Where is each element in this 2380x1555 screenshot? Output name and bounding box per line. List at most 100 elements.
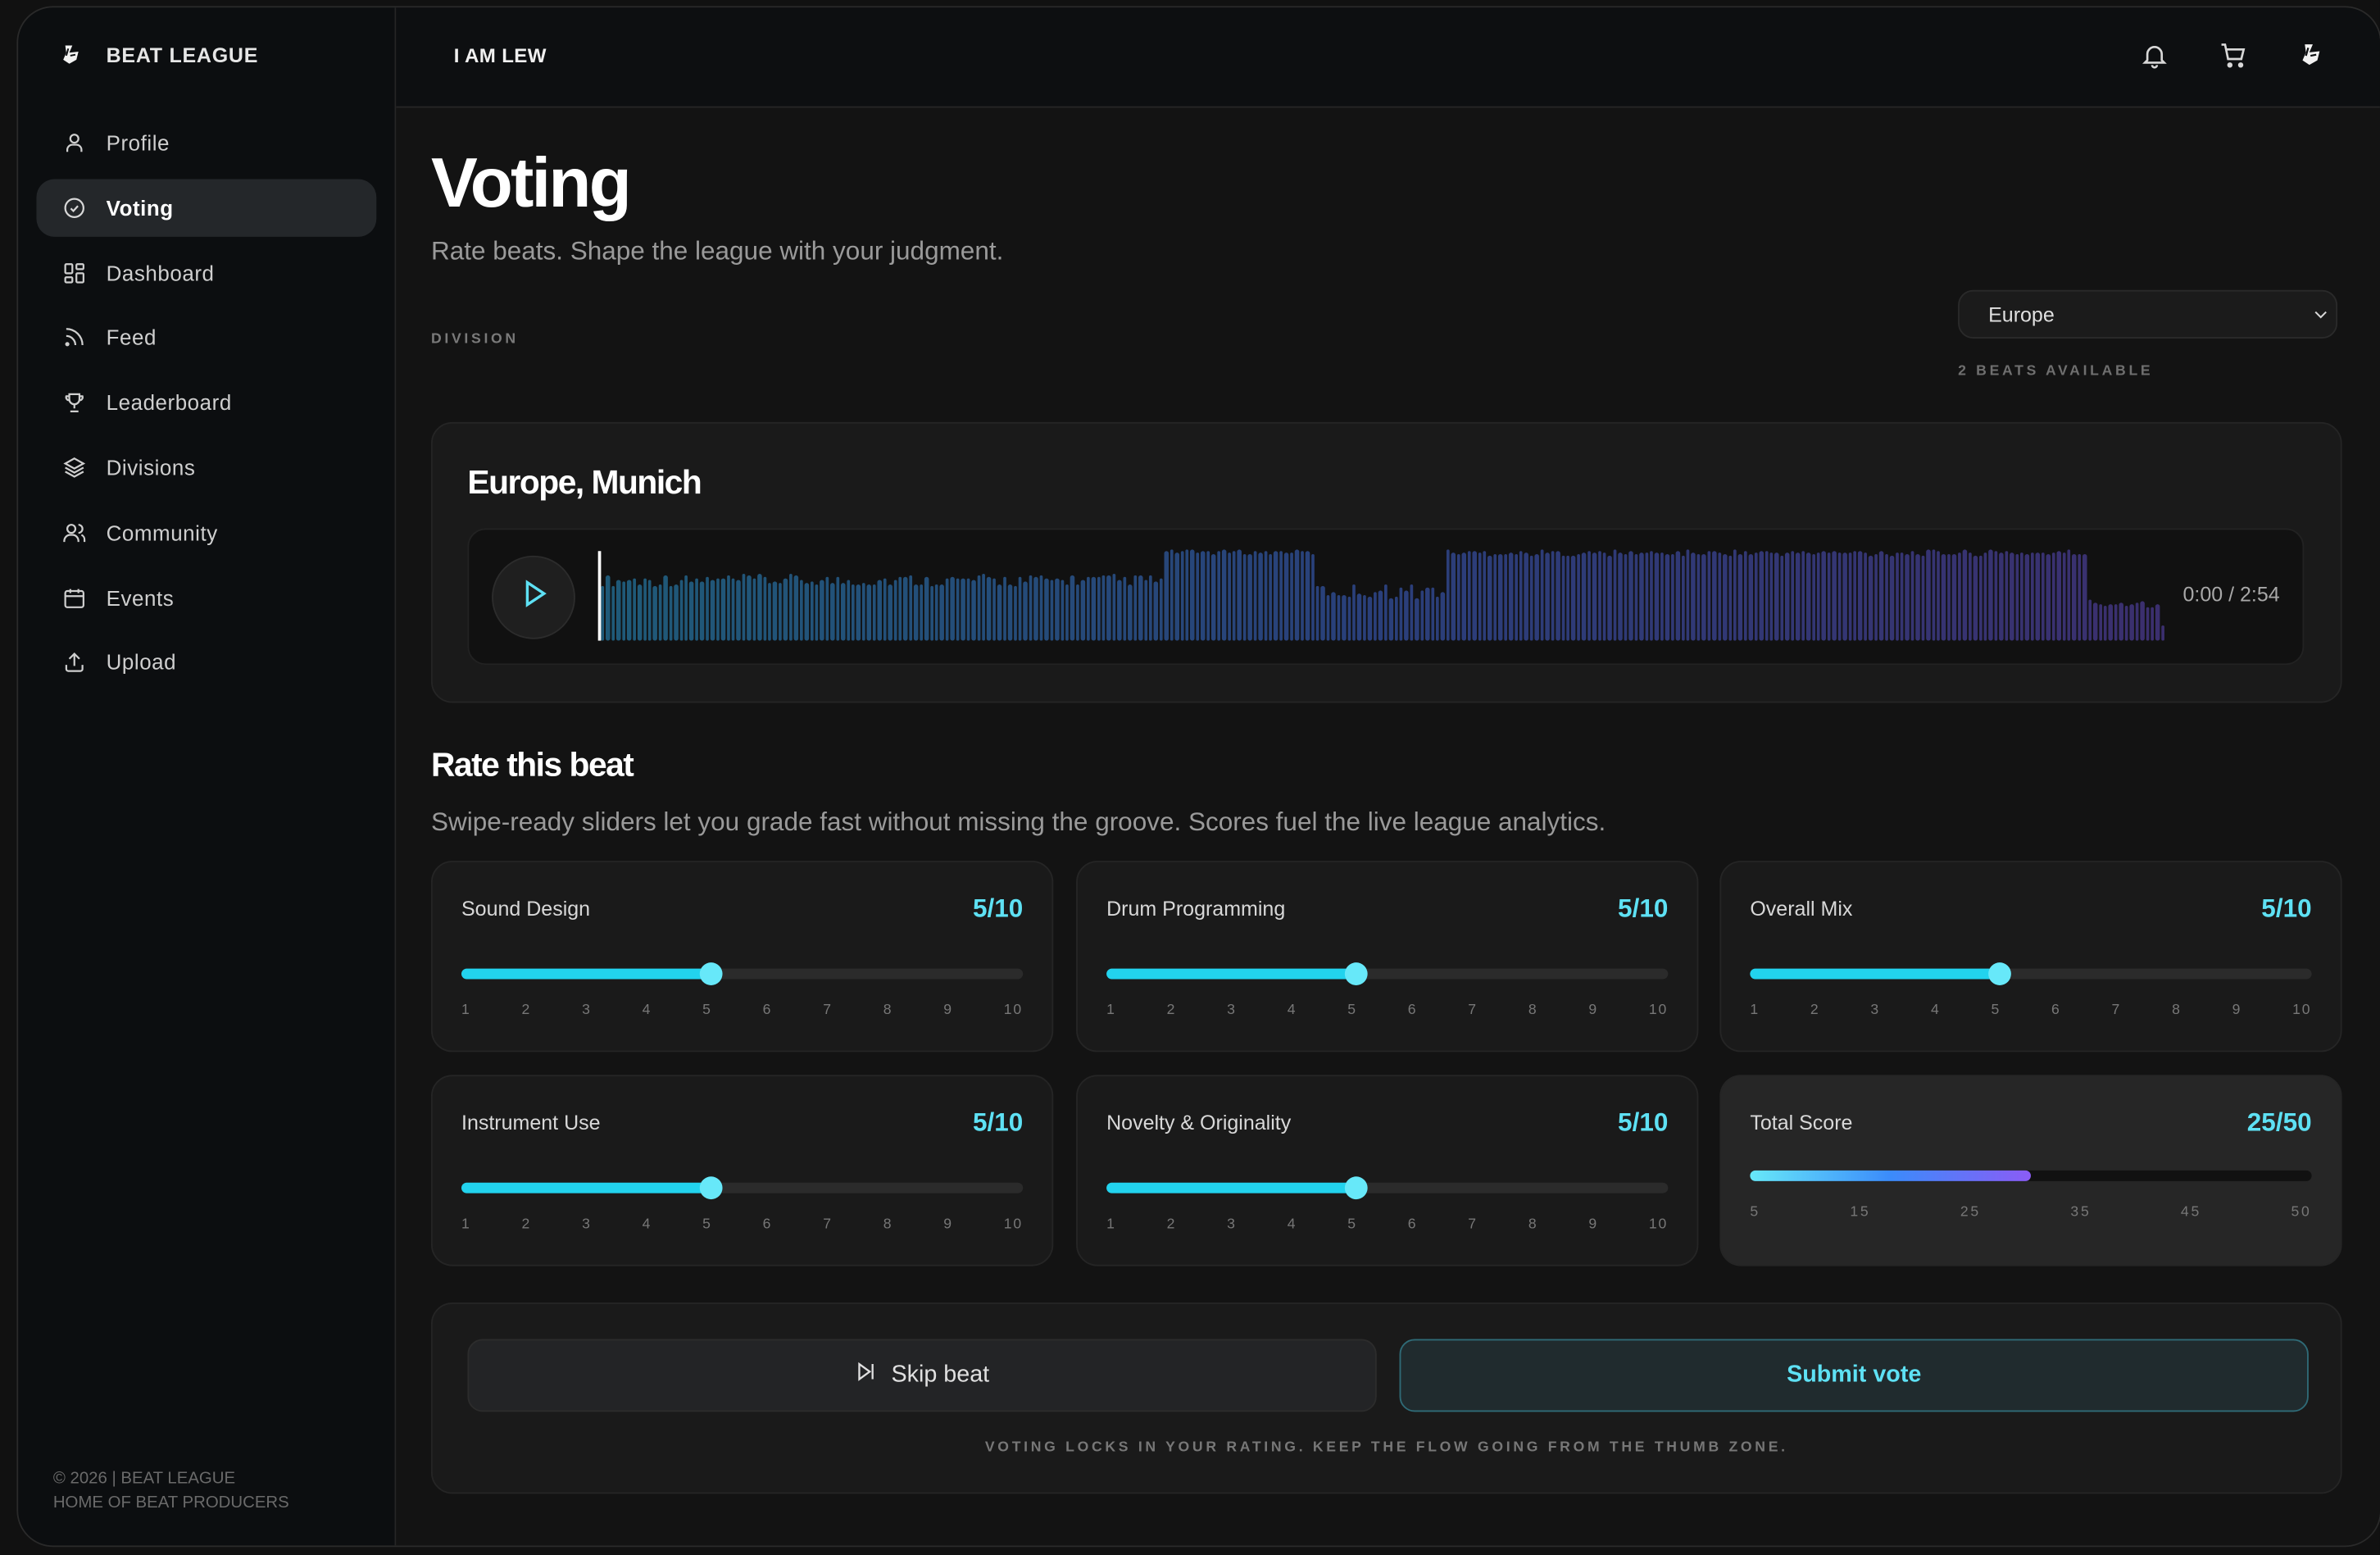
criterion-label: Novelty & Originality: [1106, 1111, 1292, 1134]
sidebar-item-label: Profile: [106, 130, 170, 155]
criterion-score: 5/10: [1618, 893, 1669, 924]
chevron-down-icon: [2312, 305, 2330, 323]
sidebar-item-divisions[interactable]: Divisions: [36, 439, 376, 496]
cart-icon[interactable]: [2216, 38, 2250, 71]
sidebar-item-dashboard[interactable]: Dashboard: [36, 243, 376, 301]
tick-label: 7: [1468, 1216, 1478, 1233]
criterion-card-sound-design: Sound Design 5/10 1 2 3 4 5 6 7 8 9 10: [430, 861, 1054, 1053]
tick-label: 2: [521, 1216, 532, 1233]
criterion-label: Drum Programming: [1106, 897, 1286, 921]
playback-time: 0:00 / 2:54: [2182, 583, 2280, 606]
tick-label: 1: [461, 1216, 471, 1233]
criterion-card-instrument-use: Instrument Use 5/10 1 2 3 4 5 6 7 8 9 10: [430, 1075, 1054, 1266]
tick-label: 3: [582, 1002, 592, 1019]
sidebar-item-upload[interactable]: Upload: [36, 634, 376, 691]
sidebar-item-label: Events: [106, 585, 175, 610]
slider-thumb[interactable]: [1345, 1176, 1369, 1200]
layers-icon: [61, 454, 88, 481]
tick-label: 7: [823, 1002, 833, 1019]
beats-available-count: 2 BEATS AVAILABLE: [1958, 362, 2154, 380]
playhead[interactable]: [597, 551, 602, 641]
slider-thumb[interactable]: [700, 962, 724, 985]
division-select[interactable]: Europe: [1958, 289, 2338, 339]
slider-ticks: 1 2 3 4 5 6 7 8 9 10: [1750, 1002, 2311, 1018]
beat-league-logo-icon[interactable]: [2295, 38, 2328, 71]
sidebar-item-label: Divisions: [106, 455, 196, 480]
play-icon: [517, 577, 551, 618]
tick-label: 8: [1528, 1002, 1538, 1019]
total-score-bar: [1750, 1170, 2312, 1181]
tick-label: 9: [2232, 1002, 2242, 1019]
score-slider[interactable]: [1106, 1176, 1669, 1200]
tick-label: 10: [1648, 1216, 1669, 1233]
vote-actions-card: Skip beat Submit vote VOTING LOCKS IN YO…: [430, 1303, 2342, 1494]
tick-label: 1: [461, 1002, 471, 1019]
tick-label: 4: [1287, 1216, 1297, 1233]
sidebar-nav: Profile Voting Dashboard Feed Leaderboar…: [36, 114, 377, 698]
criterion-card-novelty-originality: Novelty & Originality 5/10 1 2 3 4 5 6 7 8 9 10: [1076, 1075, 1699, 1266]
sidebar-item-events[interactable]: Events: [36, 569, 376, 626]
sidebar-item-label: Dashboard: [106, 260, 215, 285]
submit-vote-label: Submit vote: [1787, 1362, 1922, 1388]
app-window: BEAT LEAGUE Profile Voting Dashboard Fee…: [16, 6, 2380, 1548]
tick-label: 45: [2180, 1203, 2202, 1221]
sidebar-item-voting[interactable]: Voting: [36, 179, 377, 237]
criterion-score: 5/10: [972, 1107, 1024, 1138]
tick-label: 8: [883, 1002, 893, 1019]
slider-ticks: 1 2 3 4 5 6 7 8 9 10: [1106, 1002, 1668, 1018]
beat-title: Europe, Munich: [467, 462, 702, 502]
page-title: Voting: [430, 143, 632, 222]
tick-label: 9: [1588, 1216, 1599, 1233]
brand[interactable]: BEAT LEAGUE: [57, 41, 258, 68]
voting-note: VOTING LOCKS IN YOUR RATING. KEEP THE FL…: [984, 1439, 1788, 1457]
play-button[interactable]: [492, 555, 575, 639]
criterion-card-overall-mix: Overall Mix 5/10 1 2 3 4 5 6 7 8 9 10: [1719, 861, 2342, 1053]
tagline-text: HOME OF BEAT PRODUCERS: [52, 1494, 289, 1512]
rate-section-title: Rate this beat: [430, 745, 634, 784]
tick-label: 1: [1750, 1002, 1760, 1019]
calendar-icon: [61, 584, 88, 611]
tick-label: 7: [2111, 1002, 2122, 1019]
score-slider[interactable]: [461, 962, 1024, 985]
criterion-score: 5/10: [2261, 893, 2312, 924]
score-slider[interactable]: [1750, 962, 2312, 985]
dashboard-grid-icon: [61, 259, 88, 286]
sidebar-item-leaderboard[interactable]: Leaderboard: [36, 374, 376, 431]
tick-label: 5: [1347, 1002, 1357, 1019]
criterion-label: Overall Mix: [1750, 897, 1853, 921]
users-icon: [61, 519, 88, 546]
total-score-card: Total Score 25/50 5 15 25 35 45 50: [1719, 1075, 2342, 1266]
slider-ticks: 1 2 3 4 5 6 7 8 9 10: [461, 1002, 1023, 1018]
tick-label: 3: [582, 1216, 592, 1233]
tick-label: 10: [2292, 1002, 2312, 1019]
slider-thumb[interactable]: [700, 1176, 724, 1200]
bell-icon[interactable]: [2137, 38, 2171, 71]
submit-vote-button[interactable]: Submit vote: [1399, 1339, 2309, 1412]
tick-label: 5: [1991, 1002, 2001, 1019]
tick-label: 6: [2051, 1002, 2061, 1019]
score-slider[interactable]: [461, 1176, 1024, 1200]
total-score-ticks: 5 15 25 35 45 50: [1750, 1204, 2311, 1221]
tick-label: 6: [1407, 1002, 1418, 1019]
sidebar: BEAT LEAGUE Profile Voting Dashboard Fee…: [18, 7, 397, 1546]
skip-beat-button[interactable]: Skip beat: [467, 1339, 1377, 1412]
slider-thumb[interactable]: [1345, 962, 1369, 985]
slider-thumb[interactable]: [1988, 962, 2012, 985]
waveform-scrubber[interactable]: [597, 549, 2165, 645]
score-slider[interactable]: [1106, 962, 1669, 985]
upload-icon: [61, 648, 88, 675]
sidebar-item-profile[interactable]: Profile: [36, 114, 376, 171]
sidebar-item-community[interactable]: Community: [36, 503, 376, 561]
criterion-score: 5/10: [1618, 1107, 1669, 1138]
tick-label: 9: [943, 1216, 953, 1233]
beat-league-logo-icon: [57, 41, 84, 68]
tick-label: 5: [1750, 1203, 1760, 1221]
criterion-score: 5/10: [972, 893, 1024, 924]
username[interactable]: I AM LEW: [453, 43, 547, 67]
tick-label: 6: [762, 1216, 773, 1233]
tick-label: 50: [2291, 1203, 2312, 1221]
tick-label: 15: [1850, 1203, 1871, 1221]
criterion-card-drum-programming: Drum Programming 5/10 1 2 3 4 5 6 7 8 9 10: [1076, 861, 1699, 1053]
sidebar-item-feed[interactable]: Feed: [36, 309, 376, 366]
tick-label: 8: [2172, 1002, 2182, 1019]
